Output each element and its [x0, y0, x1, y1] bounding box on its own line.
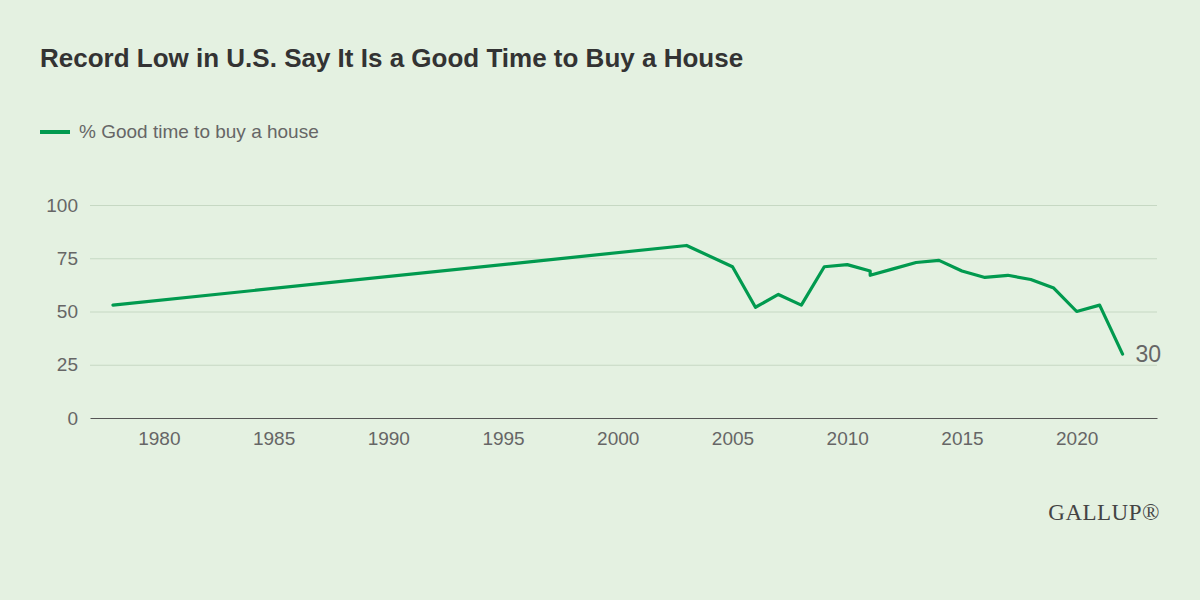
x-tick: 2010	[827, 418, 869, 449]
source-logo: GALLUP®	[1048, 500, 1160, 525]
line	[113, 245, 1123, 354]
legend-swatch	[40, 130, 70, 134]
plot: 0 25 50 75 100 1980 1985 1990 1995 2000 2005 2010 20…	[46, 195, 1161, 450]
x-tick: 1990	[368, 418, 410, 449]
x-tick: 1995	[482, 418, 524, 449]
y-axis: 0 25 50 75 100	[46, 195, 1157, 429]
x-axis: 1980 1985 1990 1995 2000 2005 2010 2015 2020	[91, 418, 1158, 449]
grid-line	[90, 365, 1157, 366]
grid-line	[90, 312, 1157, 313]
x-tick: 1980	[138, 418, 180, 449]
background	[0, 0, 1200, 600]
y-tick: 75	[57, 248, 1157, 269]
legend: % Good time to buy a house	[40, 121, 319, 142]
grid-line	[90, 418, 1157, 419]
x-tick: 2020	[1056, 418, 1098, 449]
y-tick-label: 50	[57, 301, 78, 322]
y-tick: 25	[57, 354, 1157, 375]
x-tick-label: 1995	[482, 428, 524, 449]
x-axis-line	[91, 418, 1158, 419]
x-tick-label: 1980	[138, 428, 180, 449]
series-group	[113, 245, 1123, 354]
chart: Record Low in U.S. Say It Is a Good Time…	[0, 0, 1200, 600]
x-tick-label: 2000	[597, 428, 639, 449]
x-tick: 2015	[941, 418, 983, 449]
y-tick-label: 100	[46, 195, 78, 216]
y-tick: 50	[57, 301, 1157, 322]
y-tick-label: 75	[57, 248, 78, 269]
y-tick: 0	[67, 408, 1157, 429]
x-tick-label: 1990	[368, 428, 410, 449]
grid-line	[90, 205, 1157, 206]
x-tick: 2005	[712, 418, 754, 449]
x-tick: 2000	[597, 418, 639, 449]
y-tick: 100	[46, 195, 1157, 216]
y-tick-label: 0	[67, 408, 78, 429]
x-tick-label: 2010	[827, 428, 869, 449]
title: Record Low in U.S. Say It Is a Good Time…	[40, 43, 743, 73]
grid-line	[90, 258, 1157, 259]
x-tick: 1985	[253, 418, 295, 449]
annotation: 30	[1136, 341, 1162, 367]
x-tick-label: 1985	[253, 428, 295, 449]
x-tick-label: 2005	[712, 428, 754, 449]
x-tick-label: 2015	[941, 428, 983, 449]
y-tick-label: 25	[57, 354, 78, 375]
x-tick-label: 2020	[1056, 428, 1098, 449]
legend-label: % Good time to buy a house	[79, 121, 319, 142]
